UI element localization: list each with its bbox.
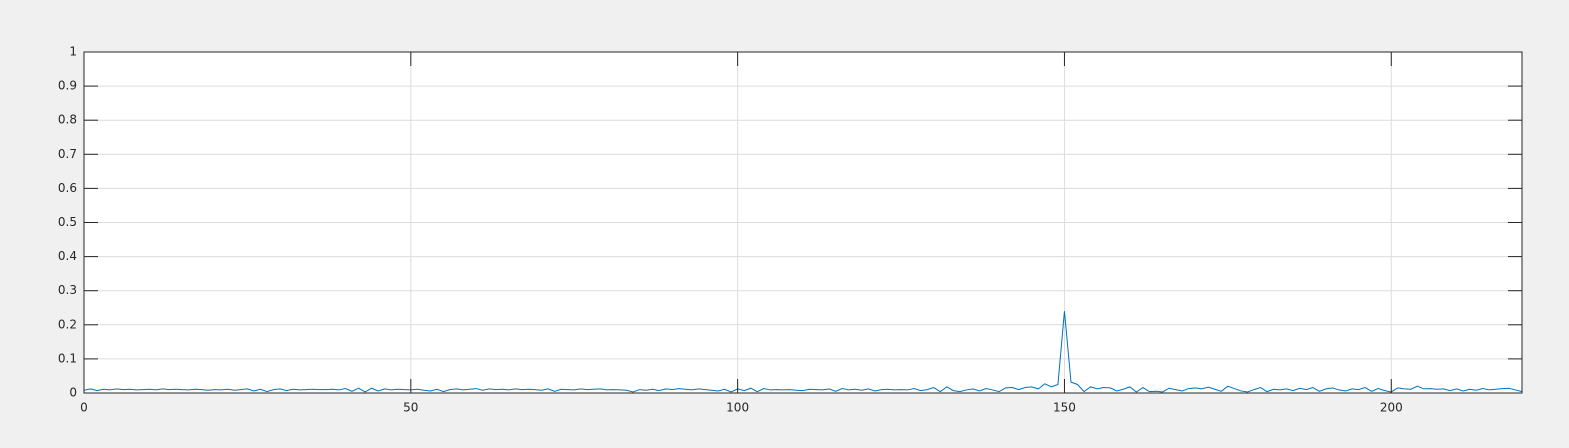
y-tick-label: 0.6 [58,181,77,195]
y-tick-label: 1 [69,45,77,59]
y-tick-label: 0 [69,386,77,400]
y-tick-label: 0.4 [58,249,77,263]
y-tick-label: 0.2 [58,317,77,331]
data-line [83,311,1523,393]
y-tick-label: 0.3 [58,283,77,297]
x-tick-label: 50 [403,401,418,415]
x-tick-label: 150 [1053,401,1076,415]
x-tick-label: 0 [80,401,88,415]
y-tick-label: 0.1 [58,351,77,365]
y-tick-label: 0.8 [58,113,77,127]
y-tick-label: 0.7 [58,147,77,161]
y-tick-label: 0.9 [58,79,77,93]
y-tick-label: 0.5 [58,215,77,229]
x-tick-label: 100 [726,401,749,415]
x-tick-label: 200 [1380,401,1403,415]
